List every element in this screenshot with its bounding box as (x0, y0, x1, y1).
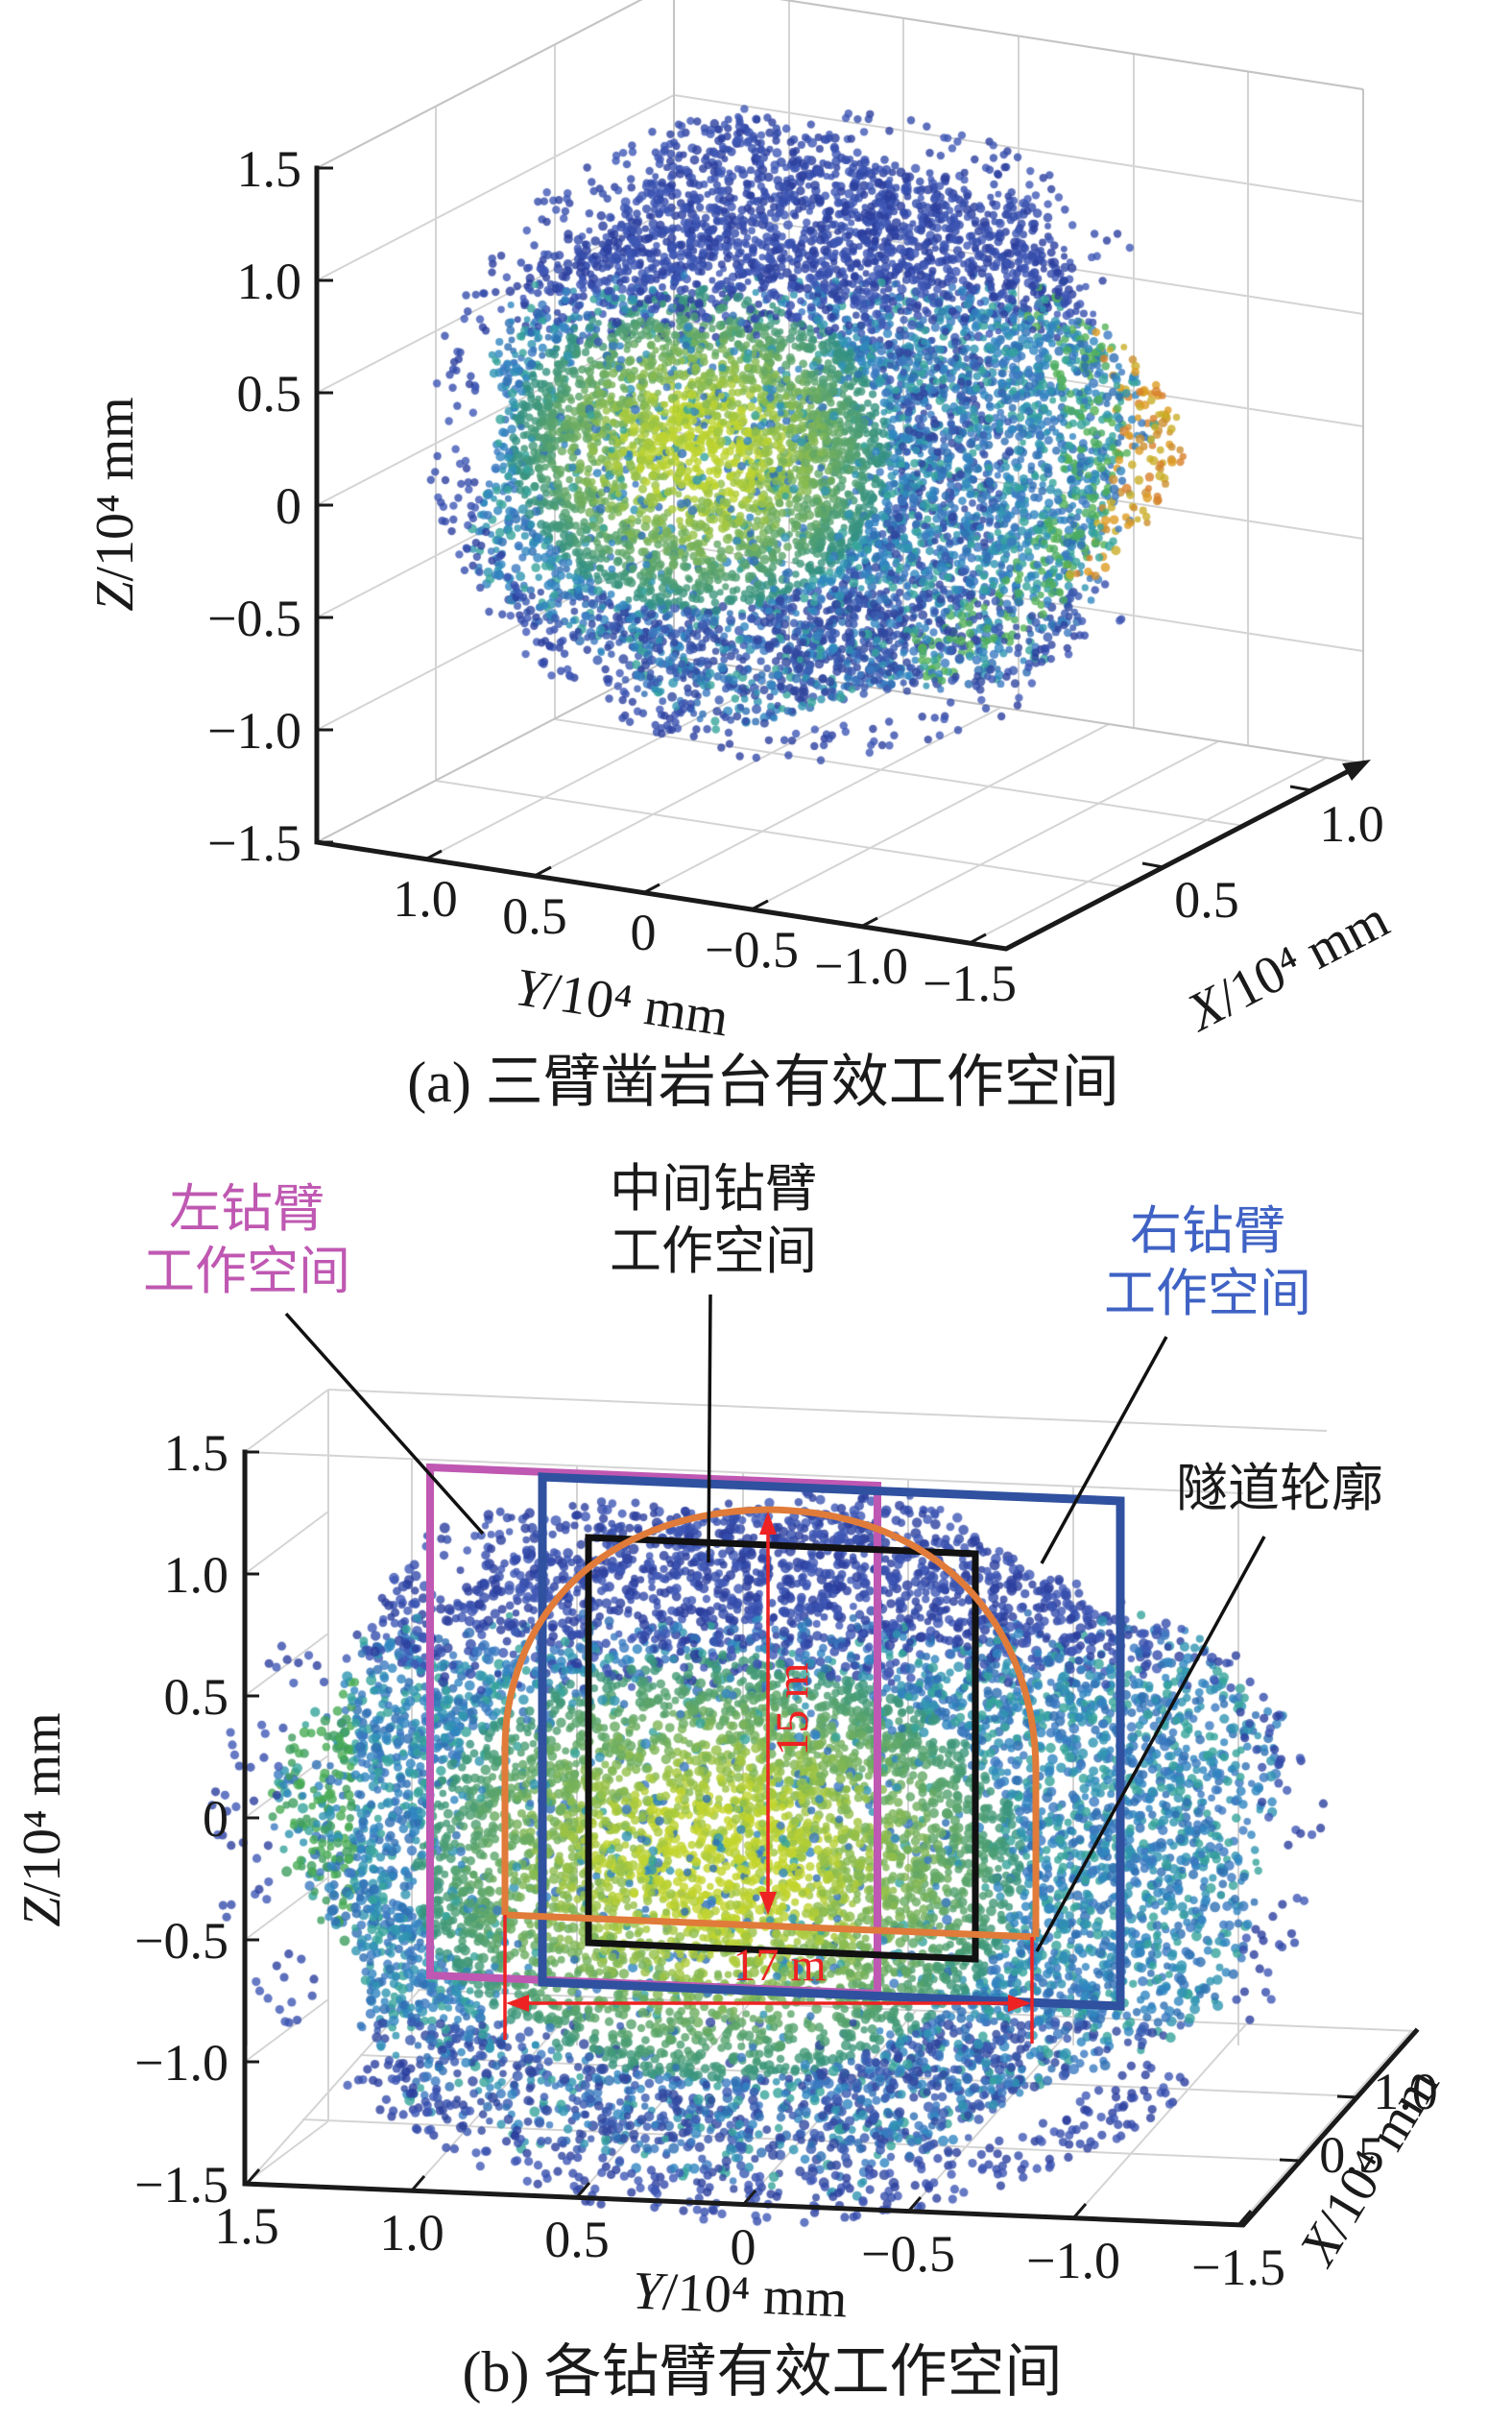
width-dimension-17m: 17 m (503, 1915, 1034, 2044)
right-arm-label-line1: 右钻臂 (1130, 1202, 1285, 1260)
x-tick-a: 1.0 (1319, 795, 1384, 853)
y-tick-b: −0.5 (861, 2225, 955, 2283)
x-tick-a: 0.5 (1174, 871, 1239, 929)
leader-middle-arm (707, 1294, 712, 1563)
z-tick-a: −1.5 (207, 814, 301, 872)
z-tick-b: 0 (203, 1790, 228, 1848)
z-tick-a: −0.5 (207, 590, 301, 647)
y-tick-a: 1.0 (393, 870, 458, 928)
x-ticks-b (1279, 2094, 1358, 2163)
y-tick-a: −1.0 (814, 937, 908, 995)
y-axis-unit-a: /10⁴ mm (540, 962, 732, 1049)
leader-right-arm (1040, 1336, 1168, 1564)
y-ticks-b (245, 2168, 1253, 2226)
z-tick-b: 1.5 (164, 1424, 229, 1482)
middle-arm-label-line2: 工作空间 (610, 1222, 817, 1280)
right-arm-workspace-rect (538, 1472, 1125, 2011)
leader-left-arm (284, 1312, 485, 1536)
z-axis-unit-a: /10⁴ mm (85, 397, 145, 581)
x-tick-b: 0.5 (1319, 2126, 1384, 2184)
y-tick-b: 0.5 (544, 2211, 610, 2268)
y-axis-title-b: Y/10⁴ mm (632, 2262, 849, 2330)
y-tick-a: −0.5 (705, 921, 799, 979)
z-tick-b: 0.5 (164, 1668, 229, 1726)
middle-arm-workspace-rect (585, 1534, 979, 1963)
caption-b: (b) 各钻臂有效工作空间 (463, 2340, 1063, 2404)
z-axis-var-b: Z (12, 1897, 72, 1927)
tunnel-outline-path (501, 1506, 1040, 1941)
z-tick-a: 1.5 (237, 140, 302, 198)
panel-b-axes-lines (242, 1449, 1420, 2228)
z-ticks-a (317, 166, 333, 844)
z-tick-a: 1.0 (237, 253, 302, 310)
y-tick-b: 1.5 (214, 2197, 279, 2255)
caption-a: (a) 三臂凿岩台有效工作空间 (407, 1051, 1119, 1114)
z-axis-var-a: Z (85, 581, 145, 612)
panel-a-axes-lines (314, 165, 1367, 952)
z-axis-title-a: Z/10⁴ mm (85, 397, 145, 611)
z-tick-labels-a: 1.5 1.0 0.5 0 −0.5 −1.0 −1.5 (207, 140, 301, 872)
z-tick-b: −1.0 (134, 2034, 228, 2092)
y-ticks-a (424, 849, 987, 945)
tunnel-outline-label: 隧道轮廓 (1176, 1460, 1383, 1517)
z-tick-labels-b: 1.5 1.0 0.5 0 −0.5 −1.0 −1.5 (134, 1424, 228, 2214)
width-dim-label: 17 m (732, 1940, 826, 1991)
z-tick-b: −0.5 (134, 1912, 228, 1970)
y-tick-labels-a: 1.0 0.5 0 −0.5 −1.0 −1.5 (393, 870, 1017, 1012)
annotation-labels-b: 左钻臂 工作空间 中间钻臂 工作空间 右钻臂 工作空间 隧道轮廓 (143, 1160, 1383, 1517)
middle-arm-label-line1: 中间钻臂 (610, 1160, 817, 1218)
height-dimension-15m: 15 m (759, 1512, 818, 1915)
z-tick-a: −1.0 (207, 702, 301, 760)
y-tick-b: 1.0 (379, 2204, 444, 2262)
z-tick-b: 1.0 (164, 1546, 229, 1604)
z-axis-title-b: Z/10⁴ mm (12, 1712, 72, 1926)
left-arm-label-line2: 工作空间 (143, 1243, 350, 1300)
height-dim-label: 15 m (767, 1662, 818, 1755)
z-tick-b: −1.5 (134, 2156, 228, 2214)
y-tick-a: 0.5 (502, 887, 567, 945)
y-axis-title-a: Y/10⁴ mm (512, 957, 732, 1048)
right-arm-label-line2: 工作空间 (1104, 1265, 1311, 1322)
x-tick-labels-b: 0.5 1.0 (1319, 2063, 1438, 2184)
y-tick-a: −1.5 (923, 955, 1017, 1012)
x-tick-b: 1.0 (1373, 2063, 1438, 2120)
z-tick-a: 0 (276, 477, 301, 535)
z-axis-unit-b: /10⁴ mm (12, 1712, 72, 1897)
panel-b: 15 m 17 m 左钻臂 工作空间 中间钻臂 (12, 1160, 1451, 2404)
leader-tunnel-outline (1035, 1536, 1266, 1952)
y-tick-a: 0 (631, 904, 657, 961)
x-tick-labels-a: 0.5 1.0 (1174, 795, 1384, 929)
x-ticks-a (1141, 785, 1312, 869)
y-tick-b: −1.0 (1026, 2232, 1120, 2289)
z-ticks-b (245, 1450, 259, 2186)
panel-a: 1.5 1.0 0.5 0 −0.5 −1.0 −1.5 1.0 0.5 0 −… (85, 140, 1398, 1114)
y-axis-unit-b: /10⁴ mm (661, 2263, 849, 2330)
y-tick-labels-b: 1.5 1.0 0.5 0 −0.5 −1.0 −1.5 (214, 2197, 1285, 2296)
x-axis-arrowhead (1342, 760, 1371, 781)
y-tick-b: 0 (731, 2218, 756, 2276)
left-arm-label-line1: 左钻臂 (169, 1180, 324, 1238)
y-tick-b: −1.5 (1191, 2238, 1285, 2296)
z-tick-a: 0.5 (237, 365, 302, 423)
x-axis-title-b: X/10⁴ mm (1287, 2058, 1452, 2277)
